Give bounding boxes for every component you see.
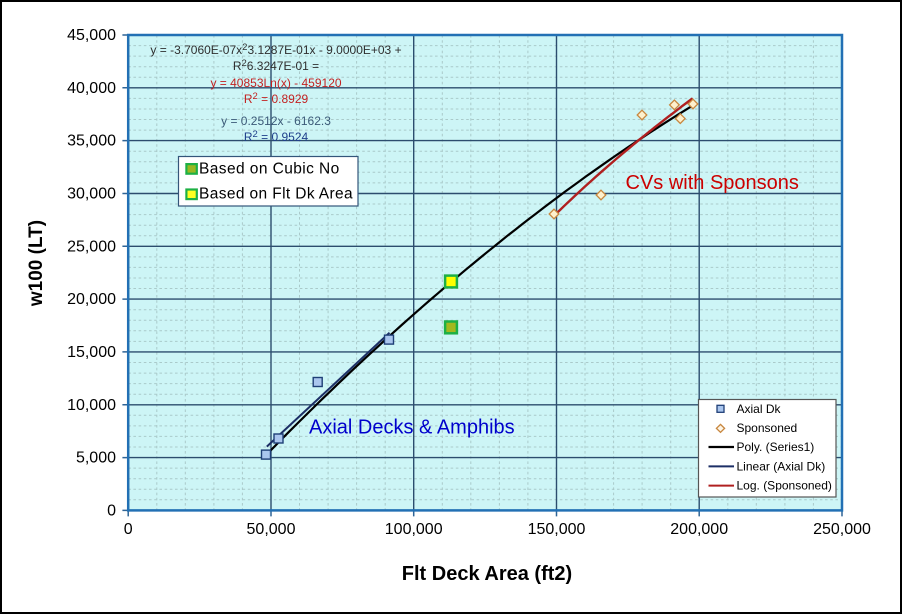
svg-text:20,000: 20,000 <box>67 291 116 308</box>
svg-text:30,000: 30,000 <box>67 186 116 203</box>
svg-text:Log. (Sponsoned): Log. (Sponsoned) <box>737 479 832 493</box>
svg-text:15,000: 15,000 <box>67 344 116 361</box>
svg-text:Linear (Axial Dk): Linear (Axial Dk) <box>737 459 826 473</box>
svg-text:Axial Dk: Axial Dk <box>737 402 782 416</box>
svg-text:Poly. (Series1): Poly. (Series1) <box>737 440 815 454</box>
svg-text:45,000: 45,000 <box>67 27 116 44</box>
svg-text:0: 0 <box>124 521 133 538</box>
svg-text:250,000: 250,000 <box>813 521 871 538</box>
svg-text:25,000: 25,000 <box>67 238 116 255</box>
svg-text:50,000: 50,000 <box>247 521 296 538</box>
svg-text:Based on Flt Dk Area: Based on Flt Dk Area <box>199 186 353 203</box>
svg-text:100,000: 100,000 <box>385 521 443 538</box>
svg-text:150,000: 150,000 <box>528 521 586 538</box>
svg-text:Axial Decks & Amphibs: Axial Decks & Amphibs <box>309 417 515 439</box>
svg-text:5,000: 5,000 <box>76 450 116 467</box>
svg-text:200,000: 200,000 <box>670 521 728 538</box>
svg-text:R26.3247E-01 =: R26.3247E-01 = <box>233 58 319 73</box>
svg-text:Sponsoned: Sponsoned <box>737 421 798 435</box>
svg-text:35,000: 35,000 <box>67 133 116 150</box>
svg-text:y = 0.2512x - 6162.3: y = 0.2512x - 6162.3 <box>221 114 331 128</box>
svg-text:Based on Cubic No: Based on Cubic No <box>199 161 340 178</box>
svg-text:R2 = 0.8929: R2 = 0.8929 <box>244 91 309 106</box>
svg-text:40,000: 40,000 <box>67 80 116 97</box>
svg-text:Flt Deck Area (ft2): Flt Deck Area (ft2) <box>402 563 572 585</box>
svg-text:CVs with Sponsons: CVs with Sponsons <box>626 172 799 194</box>
svg-text:y = 40853Ln(x) - 459120: y = 40853Ln(x) - 459120 <box>210 76 341 90</box>
svg-text:y = -3.7060E-07x23.1287E-01x -: y = -3.7060E-07x23.1287E-01x - 9.0000E+0… <box>150 42 401 57</box>
svg-text:10,000: 10,000 <box>67 397 116 414</box>
svg-text:w100 (LT): w100 (LT) <box>26 220 47 307</box>
svg-text:0: 0 <box>107 502 116 519</box>
svg-text:R2 = 0.9524: R2 = 0.9524 <box>244 129 309 144</box>
